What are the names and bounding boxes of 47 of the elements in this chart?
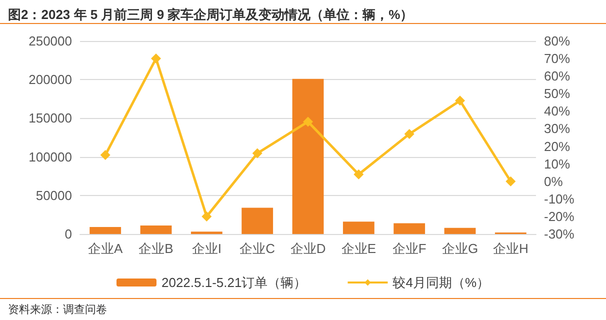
- point: [404, 128, 414, 139]
- y-tick-label: 250000: [28, 34, 72, 48]
- y2-tick-label: 60%: [544, 68, 570, 84]
- legend-label: 较4月同期（%）: [392, 275, 490, 290]
- x-tick-label: 企业I: [192, 241, 222, 256]
- point: [455, 96, 465, 106]
- bar: [90, 227, 122, 234]
- x-tick-label: 企业D: [290, 241, 326, 256]
- x-tick-label: 企业H: [492, 241, 528, 256]
- y2-tick-label: 80%: [544, 34, 570, 48]
- point: [354, 169, 364, 180]
- y-tick-label: 0: [64, 226, 72, 242]
- point: [252, 148, 262, 158]
- point: [151, 54, 161, 64]
- bar: [242, 208, 274, 234]
- legend-label: 2022.5.1-5.21订单（辆）: [161, 275, 307, 290]
- y2-tick-label: 20%: [544, 138, 570, 154]
- x-tick-label: 企业C: [240, 241, 276, 256]
- x-tick-label: 企业G: [442, 241, 478, 256]
- y2-tick-label: 70%: [544, 51, 570, 66]
- y-tick-label: 100000: [28, 149, 72, 164]
- y2-tick-label: -10%: [544, 191, 575, 206]
- point: [100, 150, 110, 160]
- y2-tick-label: 40%: [544, 104, 570, 119]
- y2-tick-label: -20%: [544, 208, 575, 224]
- y-tick-label: 150000: [28, 110, 72, 126]
- bar: [444, 228, 476, 234]
- bar: [342, 222, 374, 234]
- y2-tick-label: 0%: [544, 174, 564, 189]
- y-tick-label: 200000: [28, 72, 72, 88]
- x-tick-label: 企业E: [341, 241, 376, 256]
- bar: [292, 78, 324, 234]
- bar: [394, 223, 426, 234]
- y2-tick-label: 50%: [544, 86, 570, 102]
- y2-tick-label: -30%: [544, 226, 575, 242]
- x-tick-label: 企业F: [392, 241, 426, 256]
- chart-title: 图2：2023 年 5 月前三周 9 家车企周订单及变动情况（单位：辆，%）: [8, 6, 414, 24]
- y2-tick-label: 10%: [544, 156, 570, 172]
- y2-tick-label: 30%: [544, 121, 570, 136]
- point: [303, 116, 313, 127]
- point: [202, 211, 212, 222]
- x-tick-label: 企业A: [88, 241, 123, 256]
- point: [506, 176, 516, 186]
- bar: [140, 226, 172, 234]
- text: 资料来源：调查问卷: [8, 303, 107, 317]
- x-tick-label: 企业B: [138, 241, 174, 256]
- y-tick-label: 50000: [36, 188, 72, 203]
